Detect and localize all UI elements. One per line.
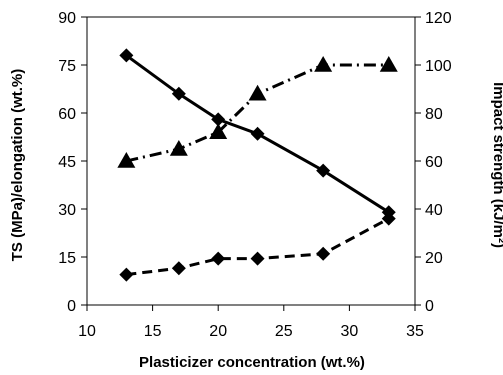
y-left-tick-label: 15 [58,250,76,267]
data-point-triangle [314,56,333,72]
y-left-tick-label: 45 [58,154,76,171]
data-point-triangle [117,152,136,168]
series-line [125,54,390,214]
y-right-tick-label: 20 [425,250,443,267]
data-point-diamond [171,261,186,276]
data-point-diamond [381,211,396,226]
plot-frame [86,16,416,306]
y-right-tick-label: 120 [425,10,452,27]
x-tick-label: 15 [144,323,162,340]
series-2 [119,211,396,282]
y-axis-right-ticks: 0 20 40 60 80 100 120 [415,10,452,315]
y-axis-left-title: TS (MPa)/elongation (wt.%) [9,69,26,262]
data-point-diamond [171,86,186,101]
y-right-tick-label: 40 [425,202,443,219]
data-point-triangle [169,140,188,156]
series-line [126,63,389,163]
y-right-tick-label: 80 [425,106,443,123]
series-layer [117,48,398,282]
x-tick-label: 10 [78,323,96,340]
y-axis-right-title: Impact strength (kJ/m²) [490,82,503,248]
y-right-tick-label: 0 [425,298,434,315]
y-right-tick-label: 60 [425,154,443,171]
data-point-diamond [250,126,265,141]
x-tick-label: 20 [209,323,227,340]
series-1 [119,48,396,220]
y-left-tick-label: 60 [58,106,76,123]
x-tick-label: 30 [341,323,359,340]
y-left-tick-label: 30 [58,202,76,219]
data-point-diamond [119,48,134,63]
data-point-triangle [209,123,228,139]
x-axis-ticks: 10 15 20 25 30 35 [78,305,424,340]
data-point-diamond [316,163,331,178]
x-tick-label: 35 [406,323,424,340]
data-point-diamond [211,112,226,127]
data-point-diamond [119,267,134,282]
data-point-diamond [316,246,331,261]
y-right-tick-label: 100 [425,58,452,75]
plot-border [86,16,416,306]
y-left-tick-label: 75 [58,58,76,75]
series-3 [117,56,398,168]
y-left-tick-label: 0 [67,298,76,315]
x-axis-title: Plasticizer concentration (wt.%) [139,354,365,371]
data-point-triangle [248,84,267,101]
x-tick-label: 25 [275,323,293,340]
y-left-tick-label: 90 [58,10,76,27]
y-axis-left-ticks: 0 15 30 45 60 75 90 [58,10,87,315]
data-point-diamond [250,251,265,266]
data-point-triangle [379,56,398,72]
data-point-diamond [211,251,226,266]
series-line [126,217,390,277]
